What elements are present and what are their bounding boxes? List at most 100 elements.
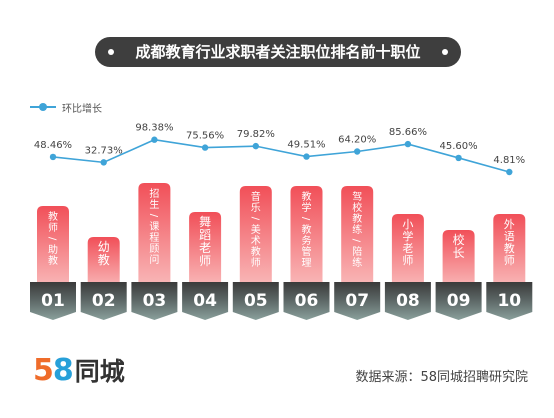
rank-label: 02	[92, 291, 116, 311]
bar	[37, 206, 69, 290]
bar	[341, 186, 374, 290]
rank-label: 10	[497, 291, 521, 311]
category-label: 师	[48, 221, 58, 234]
growth-data-label: 85.66%	[389, 127, 427, 138]
category-label: 师	[402, 254, 413, 267]
category-label: 小	[402, 218, 413, 231]
category-label: 陪	[352, 245, 362, 258]
category-label: 练	[352, 223, 362, 236]
category-label: /	[47, 237, 58, 241]
growth-point	[252, 142, 259, 150]
category-label: 教	[302, 190, 312, 203]
bar	[391, 214, 424, 290]
category-label: 教	[352, 212, 362, 225]
rank-label: 05	[244, 291, 268, 311]
rank-badge	[131, 282, 178, 320]
data-source: 数据来源：58同城招聘研究院	[355, 370, 528, 385]
bar	[442, 230, 475, 290]
category-label: 师	[199, 254, 211, 268]
rank-badge	[486, 282, 533, 320]
bar	[87, 237, 120, 290]
category-label: 招	[149, 187, 159, 200]
category-label: 教	[251, 245, 261, 258]
category-label: 管	[302, 245, 312, 258]
category-label: 练	[352, 256, 362, 269]
growth-point	[49, 153, 57, 161]
brand-number: 58	[33, 352, 74, 388]
rank-label: 04	[193, 291, 217, 311]
bar	[138, 183, 171, 290]
rank-label: 03	[143, 291, 167, 311]
category-label: 教	[302, 223, 312, 236]
chart-title: 成都教育行业求职者关注职位排名前十职位	[135, 43, 421, 61]
category-label: 师	[504, 254, 515, 267]
category-label: 外	[504, 218, 515, 231]
category-label: 老	[402, 242, 413, 255]
category-label: /	[351, 239, 362, 243]
category-label: 学	[402, 229, 413, 243]
growth-point	[404, 140, 412, 148]
category-label: 理	[302, 257, 312, 269]
category-label: 教	[504, 242, 515, 255]
category-label: 长	[453, 246, 465, 260]
title-pill: 成都教育行业求职者关注职位排名前十职位	[95, 37, 461, 67]
rank-badge	[30, 282, 76, 320]
growth-point	[303, 153, 310, 160]
rank-badge	[232, 282, 279, 320]
category-label: 乐	[251, 202, 261, 214]
rank-label: 09	[447, 291, 471, 311]
bar	[493, 214, 526, 290]
legend-label: 环比增长	[62, 103, 102, 115]
category-label: 老	[199, 241, 211, 255]
growth-data-label: 45.60%	[440, 141, 478, 152]
category-label: 助	[48, 243, 58, 256]
rank-badge	[283, 282, 330, 320]
growth-point	[455, 154, 462, 162]
bar	[290, 186, 323, 290]
rank-badge	[435, 282, 482, 320]
category-label: 学	[302, 201, 312, 214]
growth-point	[151, 136, 158, 143]
growth-data-label: 48.46%	[34, 140, 72, 151]
category-label: 语	[504, 230, 515, 243]
growth-data-label: 75.56%	[186, 131, 224, 142]
category-label: /	[300, 217, 311, 221]
category-label: 舞	[199, 215, 211, 229]
category-label: 生	[149, 198, 159, 211]
rank-badge	[182, 282, 229, 320]
growth-line	[52, 138, 510, 173]
category-label: 教	[48, 210, 58, 223]
legend: 环比增长	[30, 100, 102, 115]
brand-logo: 58 同城	[33, 352, 125, 388]
category-label: 课	[149, 221, 159, 233]
category-label: 教	[48, 254, 58, 267]
bar	[189, 212, 222, 290]
category-label: 务	[302, 234, 312, 247]
growth-data-label: 64.20%	[338, 135, 376, 146]
legend-line-marker	[30, 102, 56, 112]
growth-data-label: 79.82%	[237, 129, 275, 140]
category-label: /	[249, 217, 260, 221]
growth-data-label: 49.51%	[287, 140, 325, 151]
category-label: 校	[352, 201, 362, 214]
category-label: 驾	[352, 191, 362, 203]
category-label: 师	[251, 256, 261, 269]
category-label: /	[148, 214, 159, 218]
rank-label: 06	[295, 291, 319, 311]
rank-badge	[334, 282, 381, 320]
category-label: 问	[149, 253, 159, 266]
category-label: 术	[251, 235, 261, 247]
growth-point	[100, 159, 107, 166]
category-label: 幼	[98, 240, 110, 254]
growth-data-label: 98.38%	[135, 123, 173, 134]
title-right-dot	[442, 49, 448, 55]
category-label: 教	[98, 252, 110, 267]
category-label: 程	[149, 232, 159, 244]
title-left-dot	[108, 49, 114, 55]
category-label: 校	[453, 232, 465, 247]
category-label: 美	[251, 223, 261, 236]
rank-label: 08	[396, 291, 420, 311]
growth-point	[354, 148, 361, 155]
growth-data-label: 32.73%	[85, 145, 123, 156]
